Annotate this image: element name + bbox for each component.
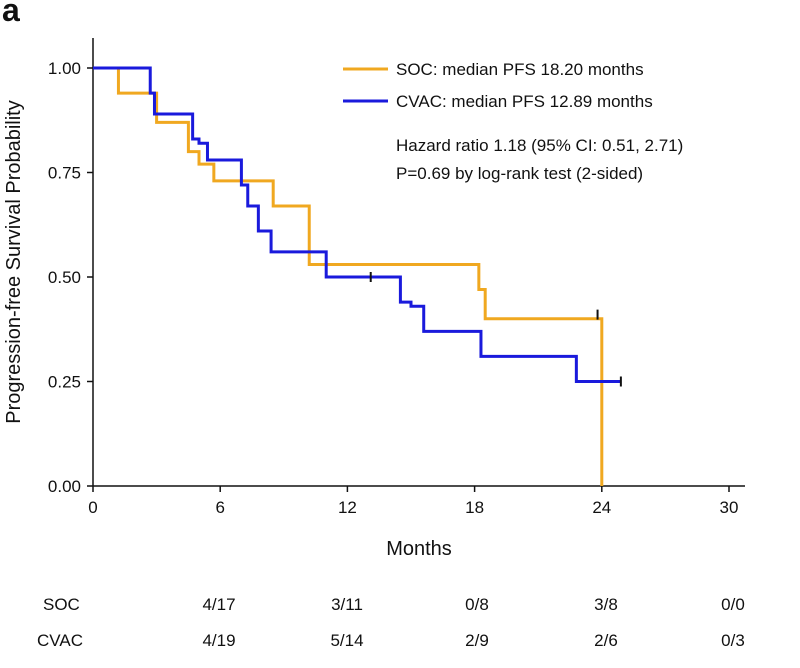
risk-cell-cvac: 0/3	[721, 631, 745, 650]
legend: SOC: median PFS 18.20 months CVAC: media…	[343, 60, 683, 183]
risk-cell-soc: 0/8	[465, 595, 489, 614]
y-axis-title: Progression-free Survival Probability	[3, 100, 25, 423]
y-tick-label: 0.75	[48, 164, 81, 183]
x-tick-label: 18	[465, 498, 484, 517]
y-tick-label: 0.50	[48, 268, 81, 287]
x-tick-label: 24	[592, 498, 611, 517]
y-tick-label: 1.00	[48, 59, 81, 78]
risk-cell-cvac: 2/6	[594, 631, 618, 650]
risk-cell-soc: 4/17	[202, 595, 235, 614]
x-tick-label: 0	[88, 498, 97, 517]
risk-cell-soc: 3/11	[331, 595, 363, 614]
x-tick-label: 6	[215, 498, 224, 517]
km-curve-soc	[93, 66, 604, 486]
p-value-text: P=0.69 by log-rank test (2-sided)	[396, 164, 643, 183]
x-axis-title: Months	[386, 538, 452, 560]
risk-cell-soc: 0/0	[721, 595, 745, 614]
y-tick-label: 0.00	[48, 477, 81, 496]
y-tick-label: 0.25	[48, 373, 81, 392]
risk-row-label-cvac: CVAC	[37, 631, 83, 650]
risk-cell-cvac: 2/9	[465, 631, 489, 650]
km-curve-cvac	[93, 66, 621, 383]
legend-label-cvac: CVAC: median PFS 12.89 months	[396, 92, 653, 111]
x-tick-label: 12	[338, 498, 357, 517]
axes	[92, 38, 745, 487]
risk-table: SOC CVAC 4/17 3/11 0/8 3/8 0/0 4/19 5/14 2/9 2/6…	[37, 595, 745, 650]
panel-label: a	[2, 0, 20, 28]
legend-label-soc: SOC: median PFS 18.20 months	[396, 60, 644, 79]
hazard-ratio-text: Hazard ratio 1.18 (95% CI: 0.51, 2.71)	[396, 136, 683, 155]
risk-cell-soc: 3/8	[594, 595, 618, 614]
x-tick-label: 30	[720, 498, 739, 517]
risk-row-label-soc: SOC	[43, 595, 80, 614]
risk-cell-cvac: 4/19	[202, 631, 235, 650]
risk-cell-cvac: 5/14	[330, 631, 363, 650]
